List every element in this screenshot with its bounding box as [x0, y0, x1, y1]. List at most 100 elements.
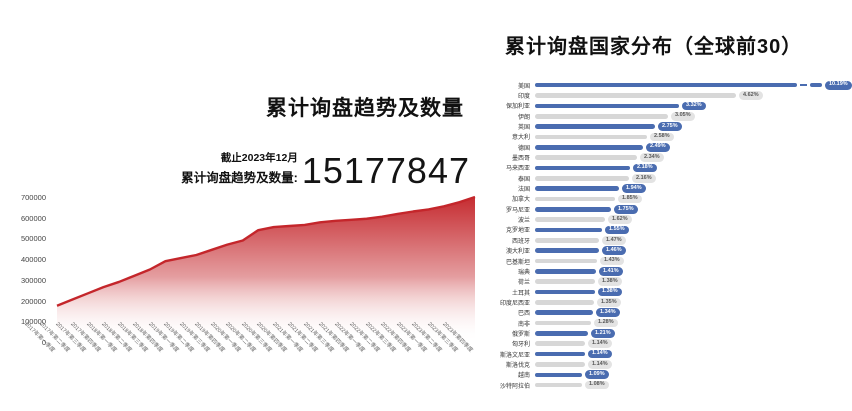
total-count-value: 15177847 [301, 150, 470, 191]
value-badge: 1.34% [596, 308, 620, 318]
y-axis-tick-label: 100000 [20, 317, 46, 327]
country-bar-row: 西班牙 1.47% [490, 235, 852, 245]
value-badge: 2.75% [658, 122, 682, 131]
country-name-label: 瑞典 [517, 269, 530, 276]
bar [535, 134, 647, 140]
country-name-label: 罗马尼亚 [505, 207, 530, 214]
country-bar-row: 泰国 2.16% [490, 173, 852, 183]
bar-track: 2.16% [535, 173, 852, 183]
country-bar-row: 荷兰 1.38% [490, 277, 852, 287]
trend-total-stats: 截止2023年12月 累计询盘趋势及数量: 15177847 [180, 150, 470, 189]
bar-track: 1.94% [535, 184, 852, 193]
country-name-label: 斯洛伐克 [505, 362, 530, 369]
bar-track: 1.75% [535, 204, 852, 214]
country-name-label: 巴基斯坦 [505, 259, 530, 266]
country-bar-row: 意大利 2.58% [490, 132, 852, 142]
bar-track: 4.62% [535, 91, 852, 100]
country-name-label: 泰国 [517, 176, 530, 183]
bar-track: 1.47% [535, 235, 852, 245]
value-badge: 1.43% [600, 256, 624, 266]
bar [535, 258, 597, 264]
bar [535, 248, 599, 253]
country-bar-row: 克罗地亚 1.55% [490, 225, 852, 235]
bar [535, 289, 595, 295]
country-bar-row: 英国 2.75% [490, 121, 852, 131]
bar-track: 10.19% [535, 80, 852, 90]
bar-track: 3.32% [535, 101, 852, 111]
value-badge: 1.35% [597, 298, 621, 307]
country-name-label: 俄罗斯 [511, 331, 530, 338]
country-bar-row: 南非 1.28% [490, 318, 852, 328]
country-chart-title: 累计询盘国家分布（全球前30） [505, 36, 803, 58]
country-name-label: 土耳其 [511, 290, 530, 297]
bar [535, 186, 619, 191]
country-bar-row: 印度尼西亚 1.35% [490, 297, 852, 307]
country-name-label: 英国 [517, 125, 530, 132]
bar [535, 227, 602, 233]
bar [535, 124, 655, 129]
bar-stub [810, 82, 822, 88]
value-badge: 1.14% [588, 360, 612, 369]
bar [535, 382, 582, 388]
value-badge: 1.62% [608, 215, 632, 224]
value-badge: 1.21% [591, 329, 615, 338]
bar-track: 1.46% [535, 246, 852, 256]
country-bar-row: 波兰 1.62% [490, 214, 852, 224]
country-bar-row: 土耳其 1.38% [490, 287, 852, 297]
value-badge: 2.16% [632, 173, 656, 183]
bar [535, 155, 637, 160]
bar [535, 113, 668, 119]
country-bar-row: 巴西 1.34% [490, 308, 852, 318]
country-name-label: 法国 [517, 187, 530, 194]
total-count-label: 累计询盘趋势及数量: [181, 171, 298, 185]
value-badge: 1.38% [598, 277, 622, 287]
value-badge: 1.47% [602, 235, 626, 245]
bar [535, 269, 596, 274]
value-badge: 2.18% [633, 163, 657, 173]
country-name-label: 澳大利亚 [505, 249, 530, 256]
value-badge: 1.46% [602, 246, 626, 256]
bar [535, 320, 591, 326]
bar-track: 1.62% [535, 215, 852, 224]
y-axis-tick-label: 500000 [20, 234, 46, 244]
trend-area-chart: 700000 600000 500000 400000 300000 200000 1000… [0, 190, 492, 405]
country-bar-row: 伊朗 3.05% [490, 111, 852, 121]
country-bar-row: 印度 4.62% [490, 90, 852, 100]
y-axis-tick-label: 700000 [20, 193, 46, 202]
bar [535, 331, 588, 336]
country-name-label: 马来西亚 [505, 166, 530, 173]
country-name-label: 南非 [517, 321, 530, 328]
value-badge: 3.32% [682, 101, 706, 111]
bar [535, 310, 593, 316]
value-badge: 1.09% [585, 370, 609, 380]
bar-track: 1.38% [535, 287, 852, 297]
value-badge: 1.08% [585, 380, 609, 390]
country-bar-row: 斯洛文尼亚 1.14% [490, 349, 852, 359]
bar-track: 1.28% [535, 318, 852, 328]
country-name-label: 荷兰 [517, 280, 530, 287]
y-axis-tick-label: 300000 [20, 275, 46, 285]
bar [535, 351, 585, 357]
bar [535, 165, 630, 171]
y-axis-tick-label: 200000 [20, 296, 46, 306]
trend-chart-title: 累计询盘趋势及数量 [266, 97, 464, 120]
value-badge: 1.38% [598, 287, 622, 297]
value-badge: 2.49% [646, 142, 670, 152]
bar [535, 300, 594, 305]
country-name-label: 加拿大 [511, 197, 530, 204]
value-badge: 2.34% [640, 153, 664, 162]
country-name-label: 西班牙 [511, 238, 530, 245]
value-badge: 1.41% [599, 267, 623, 276]
bar-track: 1.34% [535, 308, 852, 318]
bar-track: 1.55% [535, 225, 852, 235]
bar-track: 1.38% [535, 277, 852, 287]
country-bar-row: 瑞典 1.41% [490, 266, 852, 276]
value-badge: 1.94% [622, 184, 646, 193]
country-bar-row: 匈牙利 1.14% [490, 339, 852, 349]
bar-track: 1.14% [535, 349, 852, 359]
bar-track: 2.75% [535, 122, 852, 131]
value-badge: 4.62% [739, 91, 763, 100]
bar [535, 175, 629, 181]
bar [535, 217, 605, 222]
